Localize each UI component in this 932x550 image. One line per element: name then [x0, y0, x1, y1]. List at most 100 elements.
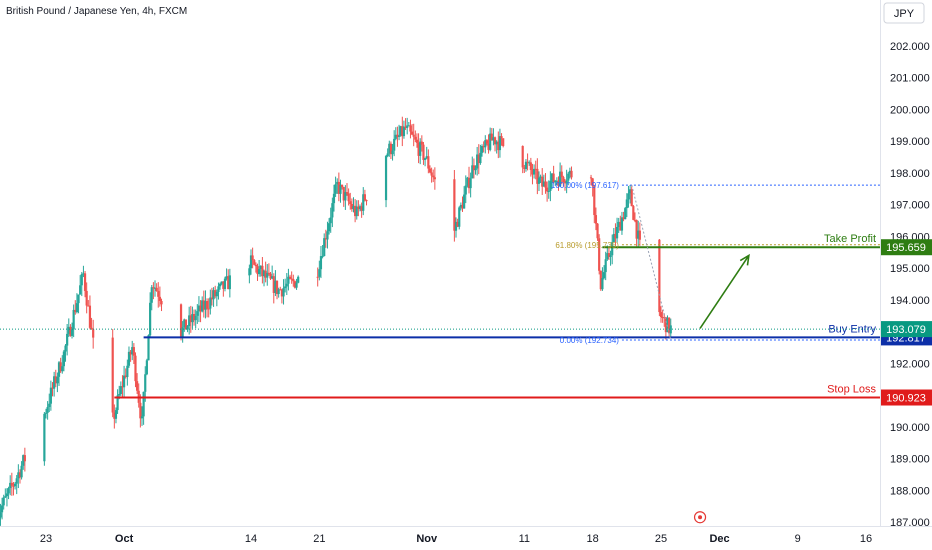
- candle-body: [492, 137, 495, 141]
- annotations: [0, 253, 880, 524]
- candle-body: [223, 278, 227, 289]
- candle-body: [410, 131, 414, 135]
- candle-body: [61, 366, 64, 372]
- candle-body: [218, 283, 222, 287]
- candle-body: [477, 154, 480, 164]
- candle-body: [205, 301, 209, 309]
- time-tick-label: 23: [40, 533, 52, 545]
- candle-body: [183, 319, 186, 328]
- candle-body: [56, 376, 59, 384]
- candle-body: [12, 485, 15, 487]
- candle-body: [297, 276, 300, 283]
- candle-body: [64, 345, 67, 352]
- candle-body: [249, 255, 253, 269]
- candle-body: [620, 217, 624, 231]
- candle-body: [542, 181, 545, 187]
- candle-body: [409, 125, 412, 132]
- candle-body: [186, 326, 189, 330]
- candle-body: [532, 168, 536, 175]
- candle-body: [397, 135, 401, 137]
- level-price-badge: [881, 239, 932, 256]
- candle-body: [43, 413, 46, 462]
- candle-body: [365, 200, 368, 202]
- candle-body: [666, 317, 669, 333]
- price-tick-label: 202.000: [890, 41, 930, 53]
- price-tick-label: 195.000: [890, 263, 930, 275]
- candle-body: [79, 285, 82, 295]
- candle-body: [293, 281, 297, 288]
- candle-body: [74, 309, 77, 313]
- candle-body: [396, 134, 399, 137]
- event-marker-dot: [698, 515, 703, 520]
- time-tick-label: 18: [587, 533, 599, 545]
- candle-body: [349, 201, 352, 204]
- candle-body: [601, 278, 604, 290]
- candle-body: [480, 146, 484, 153]
- candle-body: [209, 297, 212, 309]
- candle-body: [389, 143, 393, 155]
- candle-body: [422, 144, 425, 160]
- candle-body: [87, 305, 90, 307]
- candle-body: [319, 256, 323, 270]
- price-tick-label: 198.000: [890, 168, 930, 180]
- candle-body: [336, 181, 339, 185]
- candle-body: [341, 184, 344, 188]
- price-tick-label: 190.000: [890, 422, 930, 434]
- candle-body: [482, 146, 485, 148]
- candle-body: [199, 305, 202, 312]
- candle-body: [18, 472, 22, 478]
- candle-body: [326, 231, 329, 240]
- candle-body: [17, 472, 20, 479]
- candle-body: [565, 180, 568, 184]
- level-label: Stop Loss: [827, 384, 876, 396]
- candle-body: [402, 126, 406, 137]
- candle-body: [217, 286, 220, 292]
- candle-body: [559, 171, 562, 187]
- level-price-label: 190.923: [886, 393, 926, 405]
- candle-body: [458, 207, 461, 227]
- candle-body: [594, 215, 598, 224]
- candle-body: [412, 134, 415, 137]
- fib-label: 61.80% (195.735): [555, 241, 619, 250]
- candle-body: [10, 482, 13, 486]
- chart-title: British Pound / Japanese Yen, 4h, FXCM: [6, 6, 187, 17]
- candle-body: [399, 126, 402, 136]
- candle-body: [659, 312, 663, 317]
- candle-body: [393, 138, 396, 151]
- candle-body: [271, 276, 274, 279]
- candle-body: [227, 276, 230, 290]
- candle-body: [537, 177, 541, 184]
- fib-levels: 100.00% (197.617) 61.80% (195.735) 0.00% (…: [551, 181, 880, 345]
- candle-body: [350, 203, 353, 210]
- candles: [0, 116, 672, 526]
- candle-body: [627, 193, 630, 200]
- candle-body: [401, 126, 404, 137]
- candle-body: [593, 186, 596, 216]
- arrow-head-icon: [739, 253, 750, 266]
- candle-body: [362, 194, 365, 211]
- currency-badge[interactable]: [883, 2, 925, 24]
- candle-body: [258, 269, 261, 275]
- arrow-icon: [699, 254, 750, 329]
- level-price-badge: [881, 389, 932, 406]
- candle-body: [334, 184, 337, 194]
- candle-body: [158, 296, 161, 301]
- candle-body: [116, 395, 119, 411]
- candle-body: [228, 275, 231, 290]
- candle-body: [191, 314, 194, 323]
- candle-body: [54, 376, 57, 384]
- time-tick-label: Nov: [416, 533, 438, 545]
- candle-body: [83, 273, 87, 291]
- candle-body: [155, 287, 158, 292]
- candle-body: [567, 173, 570, 181]
- candle-body: [140, 416, 144, 419]
- candle-body: [388, 143, 391, 154]
- candle-body: [534, 168, 537, 170]
- candle-body: [51, 387, 54, 389]
- candle-body: [622, 217, 625, 220]
- candle-body: [111, 337, 114, 413]
- price-tick-label: 189.000: [890, 454, 930, 466]
- candle-body: [204, 301, 207, 310]
- candle-body: [214, 290, 217, 297]
